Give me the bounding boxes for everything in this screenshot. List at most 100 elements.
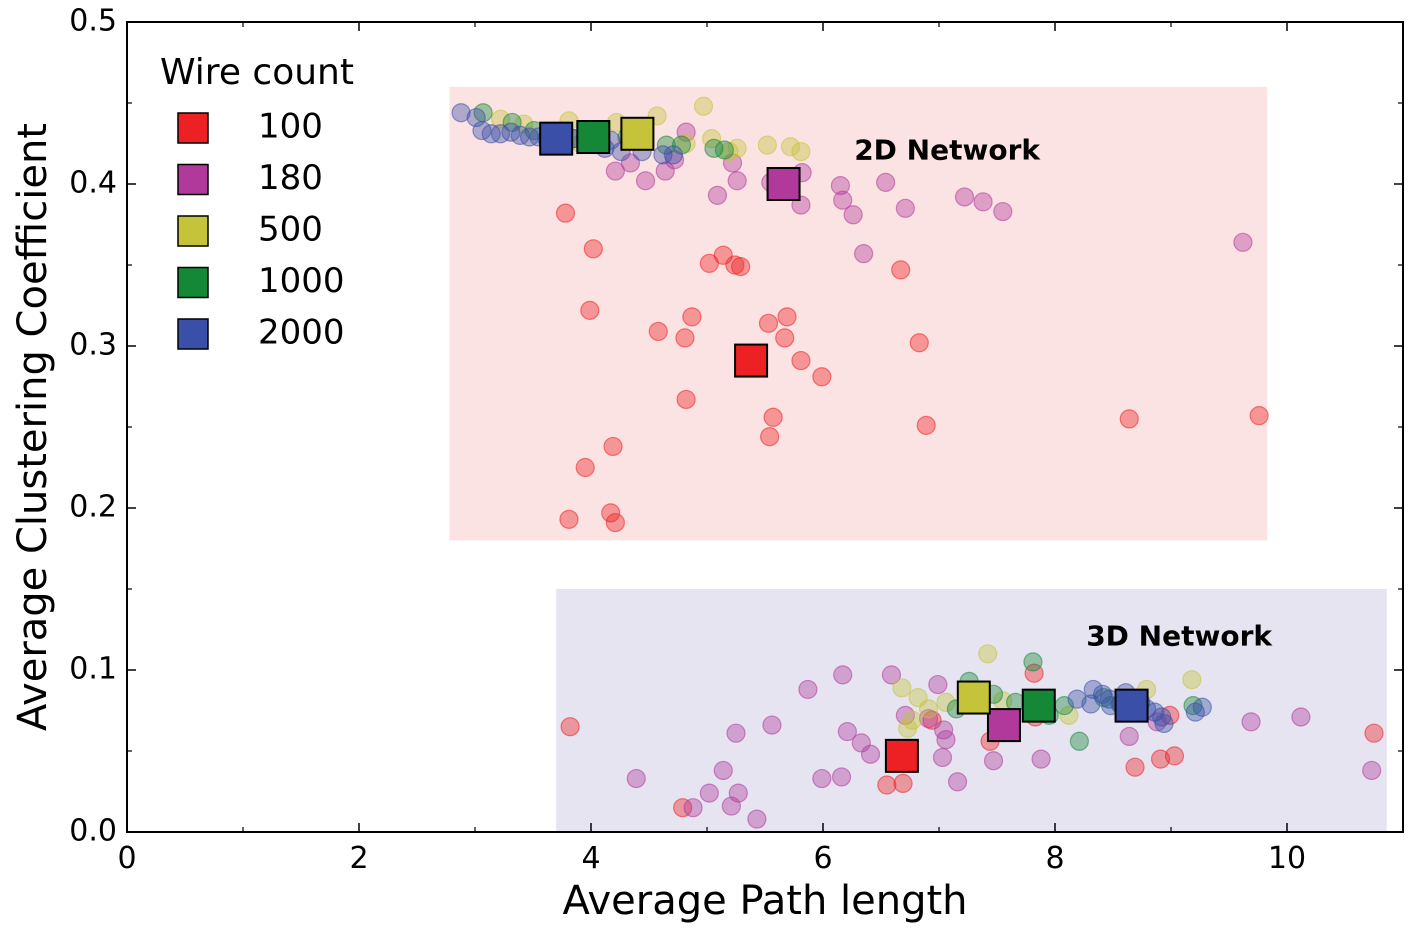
region-label-2: 3D Network <box>1086 620 1273 653</box>
x-tick-label: 4 <box>581 841 600 876</box>
mean-marker-2000-3d <box>1114 688 1149 723</box>
data-point-180-26 <box>833 665 853 685</box>
data-point-100-10 <box>758 313 779 333</box>
data-point-180-8 <box>727 171 747 191</box>
region-label-1: 2D Network <box>854 134 1041 167</box>
data-point-180-48 <box>713 760 733 781</box>
data-point-180-22 <box>726 723 746 743</box>
data-point-1000-14 <box>1023 652 1043 672</box>
data-point-180-3 <box>605 161 625 181</box>
data-point-2000-29 <box>1154 713 1174 734</box>
legend-swatch-1000 <box>177 266 209 299</box>
data-point-2000-32 <box>1083 679 1103 700</box>
data-point-180-17 <box>895 198 915 218</box>
data-point-180-24 <box>798 679 818 700</box>
data-point-100-37 <box>1164 746 1185 766</box>
data-point-180-46 <box>699 783 719 803</box>
regions-layer: 2D Network 3D Network <box>449 86 1387 832</box>
data-point-2000-0 <box>451 103 471 123</box>
data-point-100-18 <box>763 407 783 427</box>
data-point-100-12 <box>775 328 795 348</box>
data-point-180-23 <box>762 715 782 735</box>
means-layer <box>539 116 1149 773</box>
y-tick-label: 0.4 <box>69 166 117 201</box>
data-point-100-23 <box>603 436 623 457</box>
data-point-100-14 <box>812 367 832 387</box>
data-point-180-38 <box>1031 749 1051 769</box>
points-layer <box>451 96 1384 829</box>
data-point-500-0 <box>490 109 511 129</box>
mean-marker-100-3d <box>884 738 919 773</box>
region-1 <box>449 86 1268 541</box>
data-point-180-13 <box>833 190 853 210</box>
data-point-100-7 <box>648 321 668 342</box>
data-point-500-24 <box>902 710 922 730</box>
y-axis-label: Average Clustering Coefficient <box>10 123 56 731</box>
mean-marker-500-3d <box>956 680 991 715</box>
data-point-100-28 <box>560 717 580 737</box>
legend-label-100: 100 <box>258 107 323 147</box>
data-point-500-17 <box>918 699 939 719</box>
legend: Wire count 100 180 500 1000 2000 <box>160 52 354 353</box>
data-point-100-11 <box>777 307 797 327</box>
data-point-100-20 <box>916 415 936 435</box>
legend-swatch-180 <box>177 163 209 196</box>
data-point-100-8 <box>682 307 702 327</box>
legend-swatch-500 <box>177 215 209 247</box>
x-tick-label: 6 <box>813 841 832 876</box>
x-tick-label: 8 <box>1045 841 1064 876</box>
data-point-180-37 <box>983 751 1004 771</box>
data-point-180-18 <box>954 187 975 207</box>
data-point-500-15 <box>892 678 912 698</box>
x-tick-label: 2 <box>349 841 368 876</box>
legend-label-180: 180 <box>258 158 323 198</box>
data-point-500-6 <box>693 96 714 116</box>
data-point-180-5 <box>635 171 656 191</box>
data-point-180-20 <box>993 201 1013 222</box>
data-point-100-15 <box>891 260 911 280</box>
data-point-100-21 <box>1119 409 1139 429</box>
data-point-180-25 <box>812 768 832 789</box>
legend-swatch-100 <box>177 112 209 144</box>
data-point-2000-31 <box>1192 697 1212 717</box>
data-point-180-33 <box>918 708 939 729</box>
data-point-100-9 <box>675 328 695 348</box>
data-point-180-16 <box>876 172 896 192</box>
data-point-180-41 <box>1241 712 1261 732</box>
mean-marker-180-3d <box>986 708 1021 743</box>
data-point-180-43 <box>1362 760 1382 781</box>
data-point-180-52 <box>947 772 968 792</box>
y-tick-label: 0.2 <box>69 490 117 525</box>
data-point-100-29 <box>673 798 693 818</box>
data-point-180-14 <box>843 205 863 225</box>
data-point-1000-9 <box>714 140 735 160</box>
data-point-180-28 <box>831 767 852 787</box>
data-point-100-25 <box>559 509 579 529</box>
data-point-100-35 <box>1125 757 1145 777</box>
mean-marker-1000-3d <box>1021 688 1056 723</box>
data-point-500-10 <box>780 137 801 157</box>
data-point-100-16 <box>909 333 929 353</box>
data-point-100-27 <box>605 512 625 533</box>
data-point-100-22 <box>1249 406 1269 426</box>
data-point-180-15 <box>853 244 874 264</box>
data-point-500-19 <box>978 644 998 664</box>
data-point-180-35 <box>936 730 956 750</box>
data-point-100-19 <box>760 427 780 447</box>
data-point-2000-17 <box>663 145 683 165</box>
legend-label-1000: 1000 <box>258 261 345 301</box>
data-point-180-39 <box>1119 726 1139 747</box>
legend-label-2000: 2000 <box>258 313 345 353</box>
mean-marker-100-2d <box>734 343 769 378</box>
legend-title: Wire count <box>160 52 354 93</box>
data-point-100-6 <box>731 257 751 277</box>
legend-swatch-2000 <box>177 318 209 350</box>
data-point-180-12 <box>830 176 851 196</box>
y-tick-label: 0.5 <box>69 4 117 39</box>
data-point-180-49 <box>747 809 767 829</box>
data-point-180-7 <box>707 185 728 205</box>
data-point-100-26 <box>601 503 621 523</box>
data-point-500-25 <box>936 692 956 713</box>
data-point-100-30 <box>877 775 897 795</box>
